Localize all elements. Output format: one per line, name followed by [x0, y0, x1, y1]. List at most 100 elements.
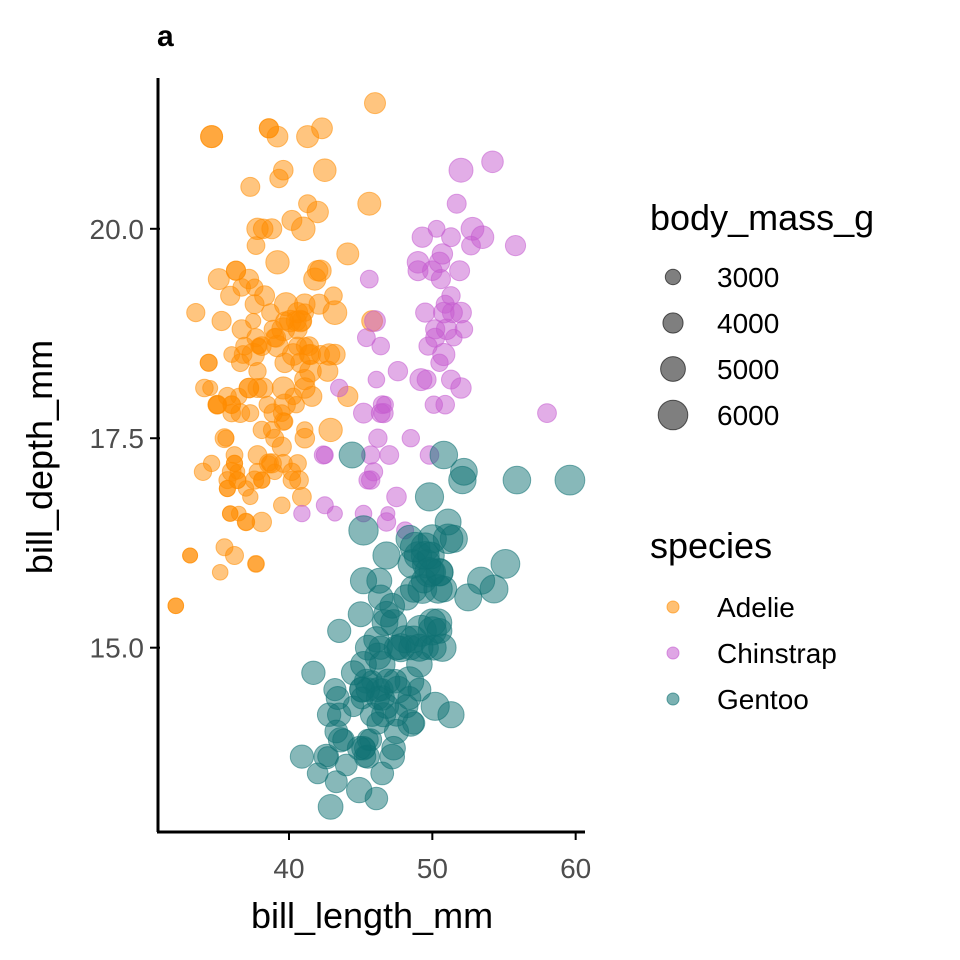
point-adelie-85 — [186, 303, 206, 323]
point-gentoo-101 — [502, 465, 532, 495]
point-chinstrap-31 — [481, 150, 504, 174]
species-legend-label: Chinstrap — [717, 638, 837, 669]
point-adelie-128 — [309, 259, 332, 282]
point-adelie-151 — [217, 429, 235, 447]
point-adelie-152 — [281, 209, 303, 231]
point-adelie-32 — [313, 158, 337, 182]
point-gentoo-106 — [301, 660, 326, 685]
y-tick-label: 15.0 — [90, 633, 145, 664]
y-tick-label: 17.5 — [90, 423, 145, 454]
point-adelie-153 — [236, 512, 256, 532]
point-gentoo-86 — [325, 686, 350, 710]
species-legend: species Adelie Chinstrap Gentoo — [650, 525, 837, 715]
point-adelie-140 — [287, 302, 309, 324]
point-gentoo-84 — [346, 735, 372, 761]
point-chinstrap-6 — [367, 370, 386, 389]
point-adelie-37 — [220, 285, 241, 306]
point-adelie-76 — [296, 125, 320, 149]
point-adelie-115 — [207, 394, 228, 415]
point-adelie-164 — [247, 378, 268, 398]
point-gentoo-105 — [372, 541, 401, 570]
point-adelie-161 — [266, 334, 289, 358]
point-adelie-131 — [258, 118, 279, 139]
point-gentoo-112 — [327, 618, 352, 644]
x-axis-title: bill_length_mm — [251, 895, 493, 936]
point-gentoo-113 — [439, 524, 468, 553]
species-legend-title: species — [650, 525, 772, 566]
point-gentoo-120 — [350, 651, 377, 678]
size-legend-key — [657, 399, 689, 431]
point-gentoo-108 — [324, 719, 349, 744]
point-gentoo-55 — [347, 601, 374, 628]
y-axis-ticks: 15.0 17.5 20.0 — [90, 214, 160, 664]
point-gentoo-121 — [417, 541, 445, 570]
point-adelie-33 — [199, 353, 218, 372]
size-legend-title: body_mass_g — [650, 197, 874, 238]
point-chinstrap-8 — [364, 310, 386, 332]
point-adelie-165 — [221, 461, 242, 482]
point-chinstrap-54 — [315, 446, 334, 464]
point-adelie-166 — [299, 343, 322, 366]
point-chinstrap-62 — [361, 470, 381, 490]
point-adelie-129 — [273, 159, 294, 181]
point-chinstrap-23 — [430, 269, 451, 290]
point-chinstrap-18 — [371, 336, 391, 356]
point-adelie-158 — [289, 470, 309, 491]
x-axis-ticks: 40 50 60 — [273, 832, 591, 884]
point-gentoo-119 — [423, 574, 453, 604]
y-axis-title: bill_depth_mm — [19, 340, 60, 574]
point-adelie-154 — [273, 393, 296, 416]
size-legend: body_mass_g 3000 4000 5000 6000 — [650, 197, 874, 431]
species-legend-key — [666, 646, 680, 660]
point-adelie-96 — [318, 417, 343, 443]
point-chinstrap-46 — [424, 395, 443, 414]
point-chinstrap-41 — [368, 428, 388, 448]
x-tick-label: 40 — [273, 853, 304, 884]
point-adelie-113 — [182, 547, 199, 564]
point-adelie-132 — [240, 176, 261, 197]
point-adelie-157 — [167, 597, 185, 615]
point-gentoo-107 — [467, 566, 496, 595]
point-chinstrap-61 — [376, 512, 397, 532]
size-legend-label: 3000 — [717, 262, 779, 293]
point-chinstrap-17 — [537, 403, 557, 424]
point-adelie-58 — [336, 242, 360, 266]
point-chinstrap-59 — [359, 269, 379, 289]
point-chinstrap-45 — [432, 342, 456, 367]
point-adelie-100 — [298, 194, 318, 214]
size-legend-key — [660, 356, 686, 382]
point-gentoo-10 — [289, 744, 314, 769]
size-legend-label: 6000 — [717, 400, 779, 431]
point-gentoo-40 — [317, 746, 339, 768]
species-legend-key — [666, 692, 680, 706]
point-gentoo-102 — [379, 592, 406, 619]
point-adelie-22 — [265, 250, 290, 275]
point-chinstrap-11 — [446, 193, 467, 214]
point-gentoo-38 — [334, 753, 358, 777]
point-gentoo-117 — [379, 743, 406, 770]
point-adelie-163 — [222, 403, 241, 423]
point-gentoo-49 — [349, 567, 378, 595]
point-adelie-122 — [252, 218, 274, 240]
point-chinstrap-9 — [441, 227, 461, 248]
point-chinstrap-32 — [315, 496, 334, 515]
species-legend-items: Adelie Chinstrap Gentoo — [666, 592, 837, 715]
point-chinstrap-30 — [293, 504, 311, 523]
species-legend-key — [666, 600, 680, 614]
point-chinstrap-39 — [470, 225, 495, 249]
point-gentoo-87 — [437, 701, 465, 729]
point-gentoo-115 — [490, 549, 521, 579]
point-adelie-159 — [242, 488, 259, 506]
point-chinstrap-12 — [379, 445, 400, 465]
species-legend-label: Gentoo — [717, 684, 809, 715]
point-adelie-101 — [225, 260, 247, 281]
point-chinstrap-67 — [425, 327, 446, 348]
point-gentoo-109 — [391, 625, 420, 654]
point-gentoo-8 — [324, 770, 348, 794]
point-chinstrap-35 — [386, 486, 407, 508]
point-adelie-40 — [211, 310, 232, 332]
point-gentoo-91 — [450, 457, 478, 486]
point-gentoo-65 — [414, 482, 445, 512]
size-legend-label: 5000 — [717, 354, 779, 385]
point-adelie-91 — [292, 487, 312, 507]
